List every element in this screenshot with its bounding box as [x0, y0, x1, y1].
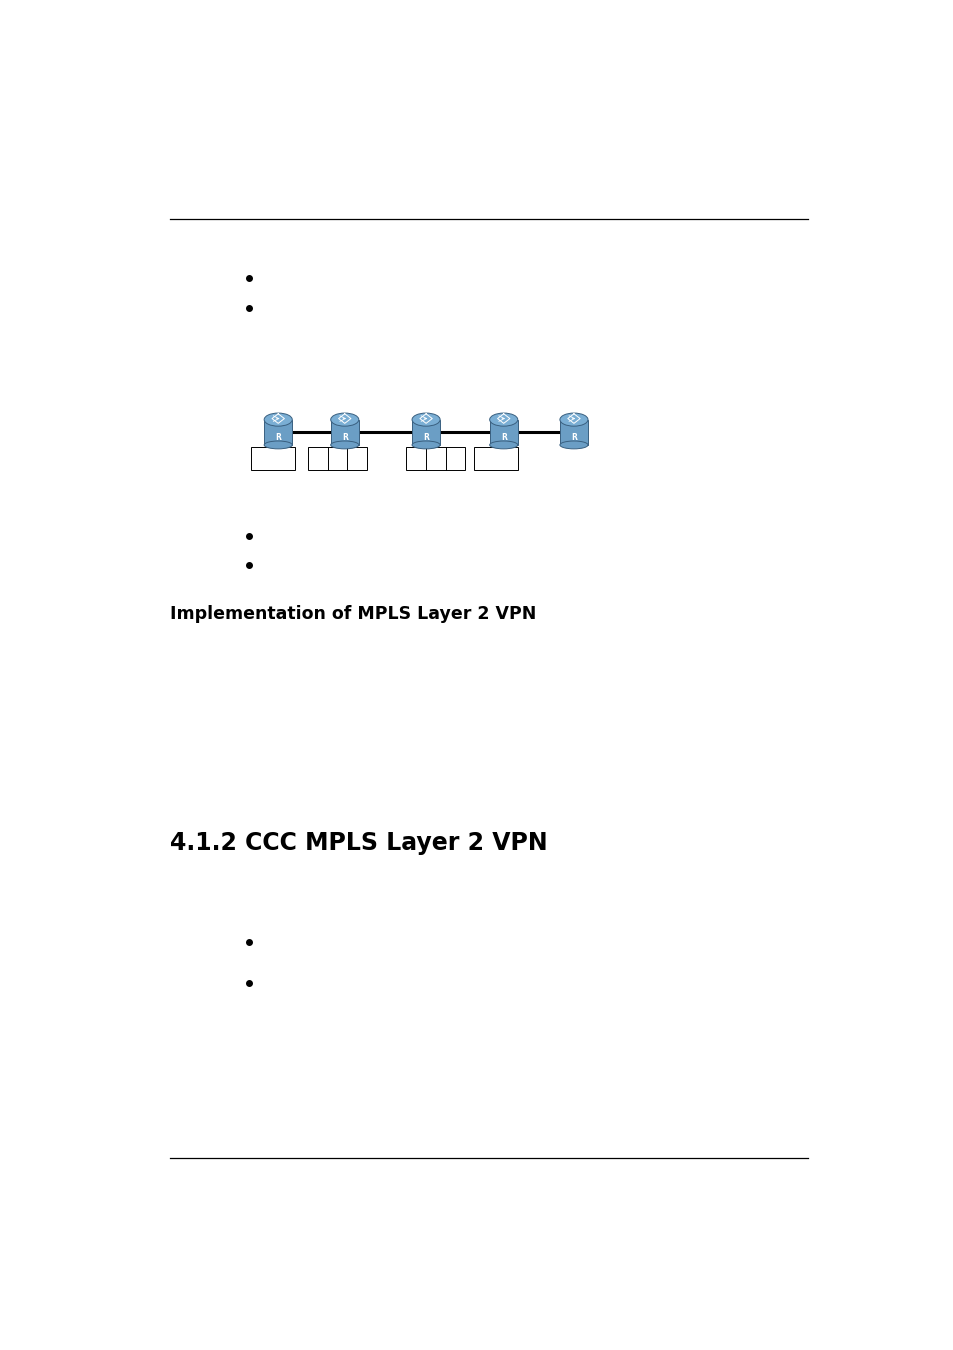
Ellipse shape — [412, 441, 439, 448]
Ellipse shape — [489, 413, 517, 427]
Text: Implementation of MPLS Layer 2 VPN: Implementation of MPLS Layer 2 VPN — [170, 605, 536, 624]
Ellipse shape — [264, 441, 292, 448]
Bar — [489, 420, 517, 446]
Bar — [331, 420, 358, 446]
Ellipse shape — [489, 441, 517, 448]
Text: R: R — [571, 433, 577, 443]
Text: R: R — [275, 433, 281, 443]
Ellipse shape — [264, 413, 292, 427]
Ellipse shape — [559, 413, 587, 427]
Text: R: R — [500, 433, 506, 443]
Bar — [264, 420, 292, 446]
Bar — [308, 447, 367, 470]
Text: R: R — [423, 433, 429, 443]
Ellipse shape — [412, 413, 439, 427]
Bar — [406, 447, 465, 470]
Ellipse shape — [331, 441, 358, 448]
Text: 4.1.2 CCC MPLS Layer 2 VPN: 4.1.2 CCC MPLS Layer 2 VPN — [170, 830, 547, 855]
Bar — [251, 447, 294, 470]
Ellipse shape — [559, 441, 587, 448]
Text: R: R — [341, 433, 347, 443]
Bar — [474, 447, 518, 470]
Ellipse shape — [331, 413, 358, 427]
Bar — [559, 420, 587, 446]
Bar — [412, 420, 439, 446]
